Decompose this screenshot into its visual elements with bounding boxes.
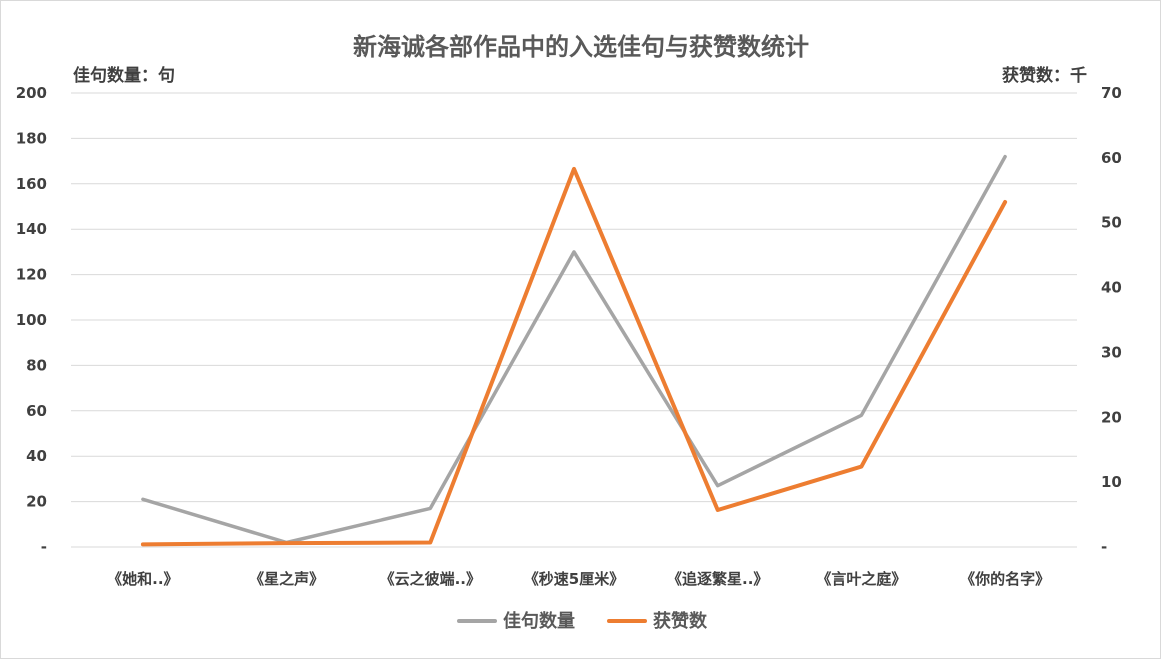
left-tick-label: 60 bbox=[26, 402, 47, 420]
category-label: 《云之彼端..》 bbox=[380, 570, 481, 588]
left-tick-label: 40 bbox=[26, 447, 47, 465]
legend: 佳句数量 获赞数 bbox=[457, 610, 708, 632]
category-label: 《言叶之庭》 bbox=[816, 570, 906, 588]
category-label: 《秒速5厘米》 bbox=[524, 570, 624, 588]
category-axis-labels: 《她和..》 《星之声》 《云之彼端..》 《秒速5厘米》 《追逐繁星..》 《言叶之庭》… bbox=[107, 570, 1050, 588]
left-tick-label: 20 bbox=[26, 493, 47, 511]
series-line-2 bbox=[140, 166, 1008, 547]
category-label: 《星之声》 bbox=[249, 570, 324, 588]
chart-title: 新海诚各部作品中的入选佳句与获赞数统计 bbox=[353, 33, 809, 61]
right-axis-ticks: - 10 20 30 40 50 60 70 bbox=[1101, 84, 1122, 556]
left-tick-label: 80 bbox=[26, 356, 47, 374]
left-tick-label: 160 bbox=[16, 175, 47, 193]
category-label: 《你的名字》 bbox=[960, 570, 1050, 588]
left-axis-title: 佳句数量：句 bbox=[73, 65, 175, 86]
left-tick-label: 140 bbox=[16, 220, 47, 238]
right-tick-label: 40 bbox=[1101, 279, 1122, 297]
right-tick-label: - bbox=[1101, 538, 1107, 556]
left-axis-ticks: - 20 40 60 80 100 120 140 160 180 200 bbox=[16, 84, 47, 556]
right-tick-label: 50 bbox=[1101, 214, 1122, 232]
legend-label: 佳句数量 bbox=[503, 610, 575, 632]
category-label: 《她和..》 bbox=[107, 570, 178, 588]
right-tick-label: 70 bbox=[1101, 84, 1122, 102]
right-tick-label: 30 bbox=[1101, 343, 1122, 361]
category-label: 《追逐繁星..》 bbox=[667, 570, 768, 588]
left-tick-label: 120 bbox=[16, 266, 47, 284]
left-tick-label: - bbox=[41, 538, 47, 556]
right-axis-title: 获赞数：千 bbox=[1002, 65, 1087, 86]
series-line-1 bbox=[141, 154, 1007, 545]
right-tick-label: 20 bbox=[1101, 408, 1122, 426]
gridlines bbox=[71, 92, 1077, 548]
left-tick-label: 200 bbox=[16, 84, 47, 102]
right-tick-label: 10 bbox=[1101, 473, 1122, 491]
left-tick-label: 180 bbox=[16, 129, 47, 147]
series-lines bbox=[140, 154, 1008, 547]
right-tick-label: 60 bbox=[1101, 149, 1122, 167]
left-tick-label: 100 bbox=[16, 311, 47, 329]
legend-label: 获赞数 bbox=[653, 610, 708, 632]
